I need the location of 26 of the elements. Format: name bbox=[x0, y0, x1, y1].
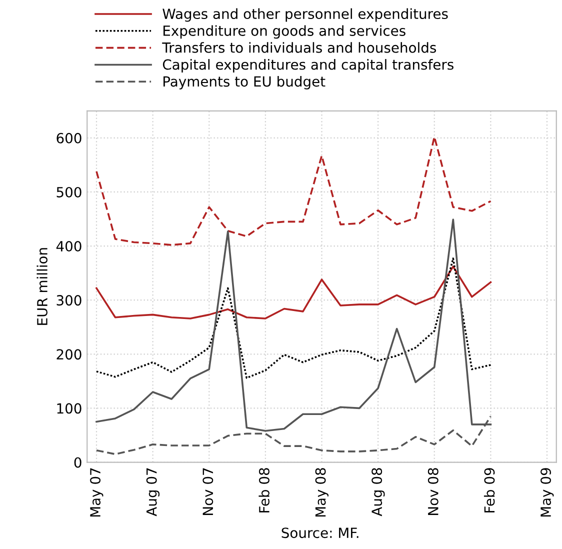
line-series bbox=[96, 136, 492, 246]
x-tick-label: Feb 09 bbox=[484, 468, 495, 512]
x-tick-label: Nov 07 bbox=[202, 468, 214, 515]
x-tick-label: Aug 07 bbox=[146, 468, 160, 516]
y-tick-label: 100 bbox=[57, 403, 82, 414]
legend-label: Expenditure on goods and services bbox=[164, 25, 406, 39]
x-tick-label: May 08 bbox=[315, 468, 328, 517]
legend-label: Capital expenditures and capital transfers bbox=[162, 59, 454, 72]
y-axis-title: EUR million bbox=[36, 248, 48, 325]
legend-label: Payments to EU budget bbox=[164, 76, 326, 90]
y-tick-label: 500 bbox=[56, 186, 82, 198]
line-series bbox=[96, 258, 492, 379]
x-tick-label: May 07 bbox=[90, 468, 104, 517]
y-tick-label: 0 bbox=[74, 457, 82, 468]
legend-label: Wages and other personnel expenditures bbox=[162, 8, 448, 22]
legend-label: Transfers to individuals and households bbox=[162, 42, 436, 53]
y-tick-label: 200 bbox=[56, 349, 82, 360]
line-series bbox=[96, 266, 492, 320]
y-tick-label: 400 bbox=[56, 241, 82, 252]
source-note: Source: MF. bbox=[282, 528, 358, 538]
x-tick-label: Nov 08 bbox=[428, 468, 438, 515]
y-tick-label: 600 bbox=[56, 132, 82, 144]
x-tick-label: Aug 08 bbox=[372, 468, 385, 516]
x-tick-label: May 09 bbox=[540, 468, 554, 517]
y-tick-label: 300 bbox=[56, 295, 82, 306]
x-tick-label: Feb 08 bbox=[258, 468, 270, 512]
